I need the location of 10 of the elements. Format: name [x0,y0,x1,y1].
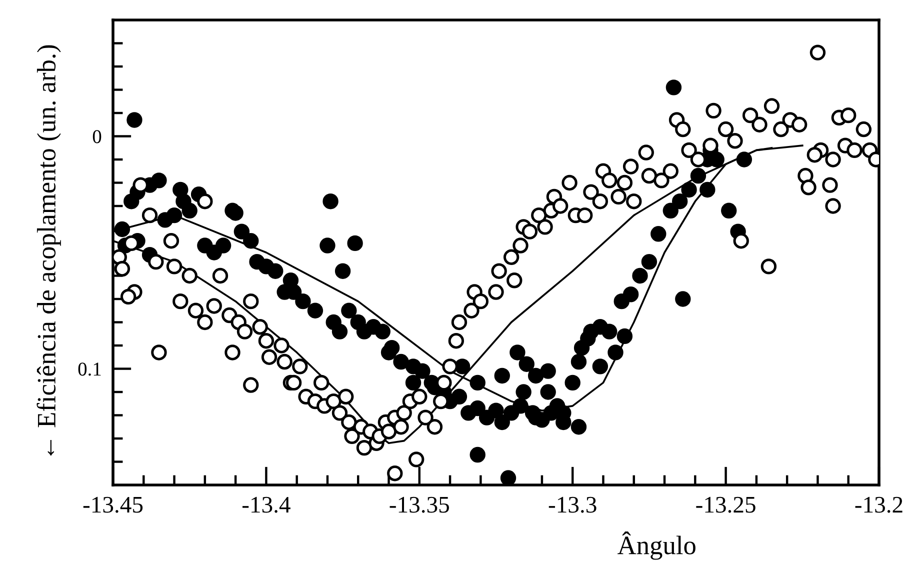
x-tick-label: -13.25 [696,496,756,513]
x-tick-label: -13.2 [855,496,902,513]
y-tick-label: 0.1 [78,362,101,376]
x-tick-label: -13.45 [83,496,143,513]
y-tick-label: 0 [92,130,102,144]
x-tick-label: -13.35 [390,496,449,513]
x-axis-title: Ângulo [618,532,696,560]
y-axis-title: ← Eficiência de acoplamento (un. arb.) [36,45,61,456]
x-tick-label: -13.3 [548,496,596,513]
x-tick-label: -13.4 [242,496,290,513]
